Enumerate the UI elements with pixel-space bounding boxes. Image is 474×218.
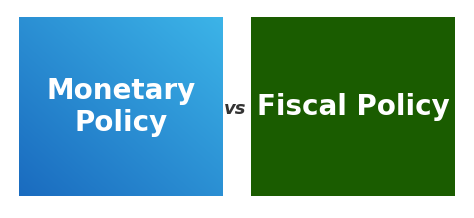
Bar [251,17,455,196]
Text: Monetary
Policy: Monetary Policy [46,77,195,137]
Text: vs: vs [223,100,246,118]
Text: Fiscal Policy: Fiscal Policy [257,93,449,121]
